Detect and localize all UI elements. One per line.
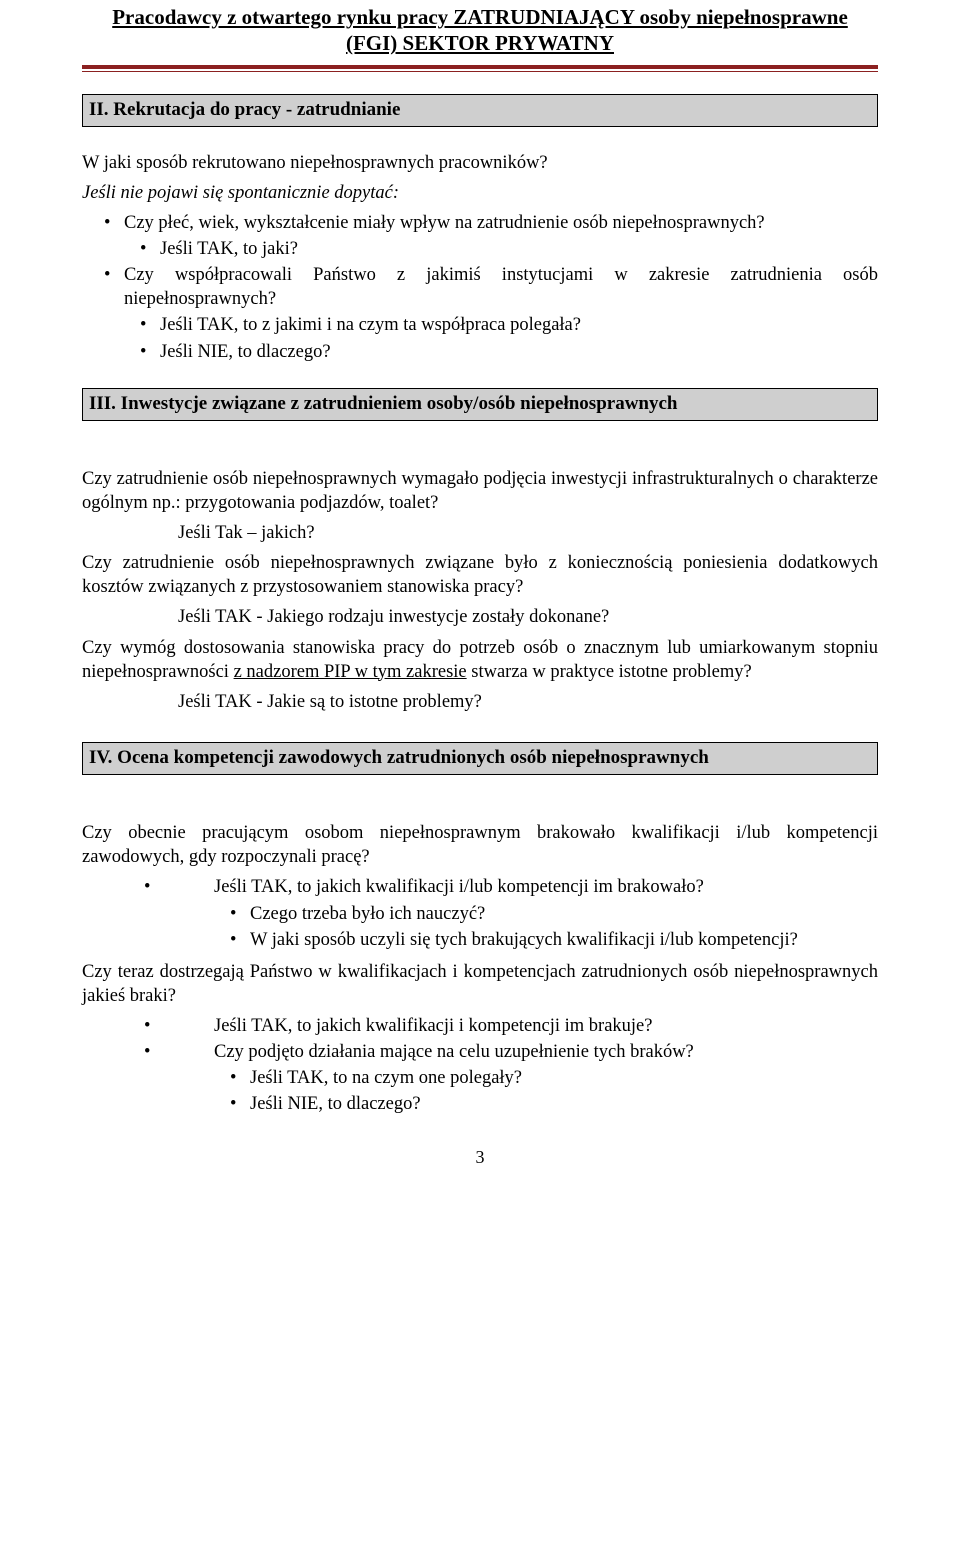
- s4-b3-text: Czy podjęto działania mające na celu uzu…: [214, 1042, 694, 1062]
- s4-b3b: Jeśli NIE, to dlaczego?: [250, 1092, 878, 1116]
- s4-list-1: Jeśli TAK, to jakich kwalifikacji i/lub …: [82, 875, 878, 951]
- s4-b1-text: Jeśli TAK, to jakich kwalifikacji i/lub …: [214, 877, 704, 897]
- s4-b2: Jeśli TAK, to jakich kwalifikacji i komp…: [214, 1014, 878, 1038]
- s3-p3: Czy wymóg dostosowania stanowiska pracy …: [82, 636, 878, 684]
- s2-bullet-2: Czy współpracowali Państwo z jakimiś ins…: [124, 263, 878, 311]
- s4-b1-sublist: Czego trzeba było ich nauczyć? W jaki sp…: [214, 902, 878, 952]
- s2-bullet-1: Czy płeć, wiek, wykształcenie miały wpły…: [124, 211, 878, 235]
- s4-b1a: Czego trzeba było ich nauczyć?: [250, 902, 878, 926]
- s4-b1b: W jaki sposób uczyli się tych brakującyc…: [250, 928, 878, 952]
- s2-question-1: W jaki sposób rekrutowano niepełnosprawn…: [82, 151, 878, 175]
- s3-p3-underline: z nadzorem PIP w tym zakresie: [234, 662, 467, 682]
- s2-bullet-list: Czy płeć, wiek, wykształcenie miały wpły…: [82, 211, 878, 363]
- title-line-1: Pracodawcy z otwartego rynku pracy ZATRU…: [112, 5, 848, 29]
- s3-p3-post: stwarza w praktyce istotne problemy?: [467, 662, 752, 682]
- document-page: Pracodawcy z otwartego rynku pracy ZATRU…: [0, 0, 960, 1209]
- section-2-header: II. Rekrutacja do pracy - zatrudnianie: [82, 94, 878, 128]
- s4-list-2: Jeśli TAK, to jakich kwalifikacji i komp…: [82, 1014, 878, 1116]
- s4-b3a: Jeśli TAK, to na czym one polegały?: [250, 1066, 878, 1090]
- s4-b3: Czy podjęto działania mające na celu uzu…: [214, 1040, 878, 1116]
- section-4-header: IV. Ocena kompetencji zawodowych zatrudn…: [82, 742, 878, 776]
- title-rule-thin: [82, 71, 878, 72]
- page-number: 3: [82, 1146, 878, 1169]
- s3-p2: Czy zatrudnienie osób niepełnosprawnych …: [82, 551, 878, 599]
- s2-bullet-2a: Jeśli TAK, to z jakimi i na czym ta wspó…: [160, 313, 878, 337]
- section-3-header: III. Inwestycje związane z zatrudnieniem…: [82, 388, 878, 422]
- s3-p2a: Jeśli TAK - Jakiego rodzaju inwestycje z…: [178, 605, 878, 629]
- title-rule-thick: [82, 65, 878, 69]
- s4-b3-sublist: Jeśli TAK, to na czym one polegały? Jeśl…: [214, 1066, 878, 1116]
- s4-b1: Jeśli TAK, to jakich kwalifikacji i/lub …: [214, 875, 878, 951]
- s3-p3a: Jeśli TAK - Jakie są to istotne problemy…: [178, 690, 878, 714]
- s2-bullet-1a: Jeśli TAK, to jaki?: [160, 237, 878, 261]
- s2-bullet-2b: Jeśli NIE, to dlaczego?: [160, 340, 878, 364]
- document-title: Pracodawcy z otwartego rynku pracy ZATRU…: [82, 4, 878, 57]
- s4-p2: Czy teraz dostrzegają Państwo w kwalifik…: [82, 960, 878, 1008]
- s4-p1: Czy obecnie pracującym osobom niepełnosp…: [82, 821, 878, 869]
- title-line-2: (FGI) SEKTOR PRYWATNY: [346, 31, 614, 55]
- s3-p1a: Jeśli Tak – jakich?: [178, 521, 878, 545]
- s2-lead: Jeśli nie pojawi się spontanicznie dopyt…: [82, 181, 878, 205]
- s3-p1: Czy zatrudnienie osób niepełnosprawnych …: [82, 467, 878, 515]
